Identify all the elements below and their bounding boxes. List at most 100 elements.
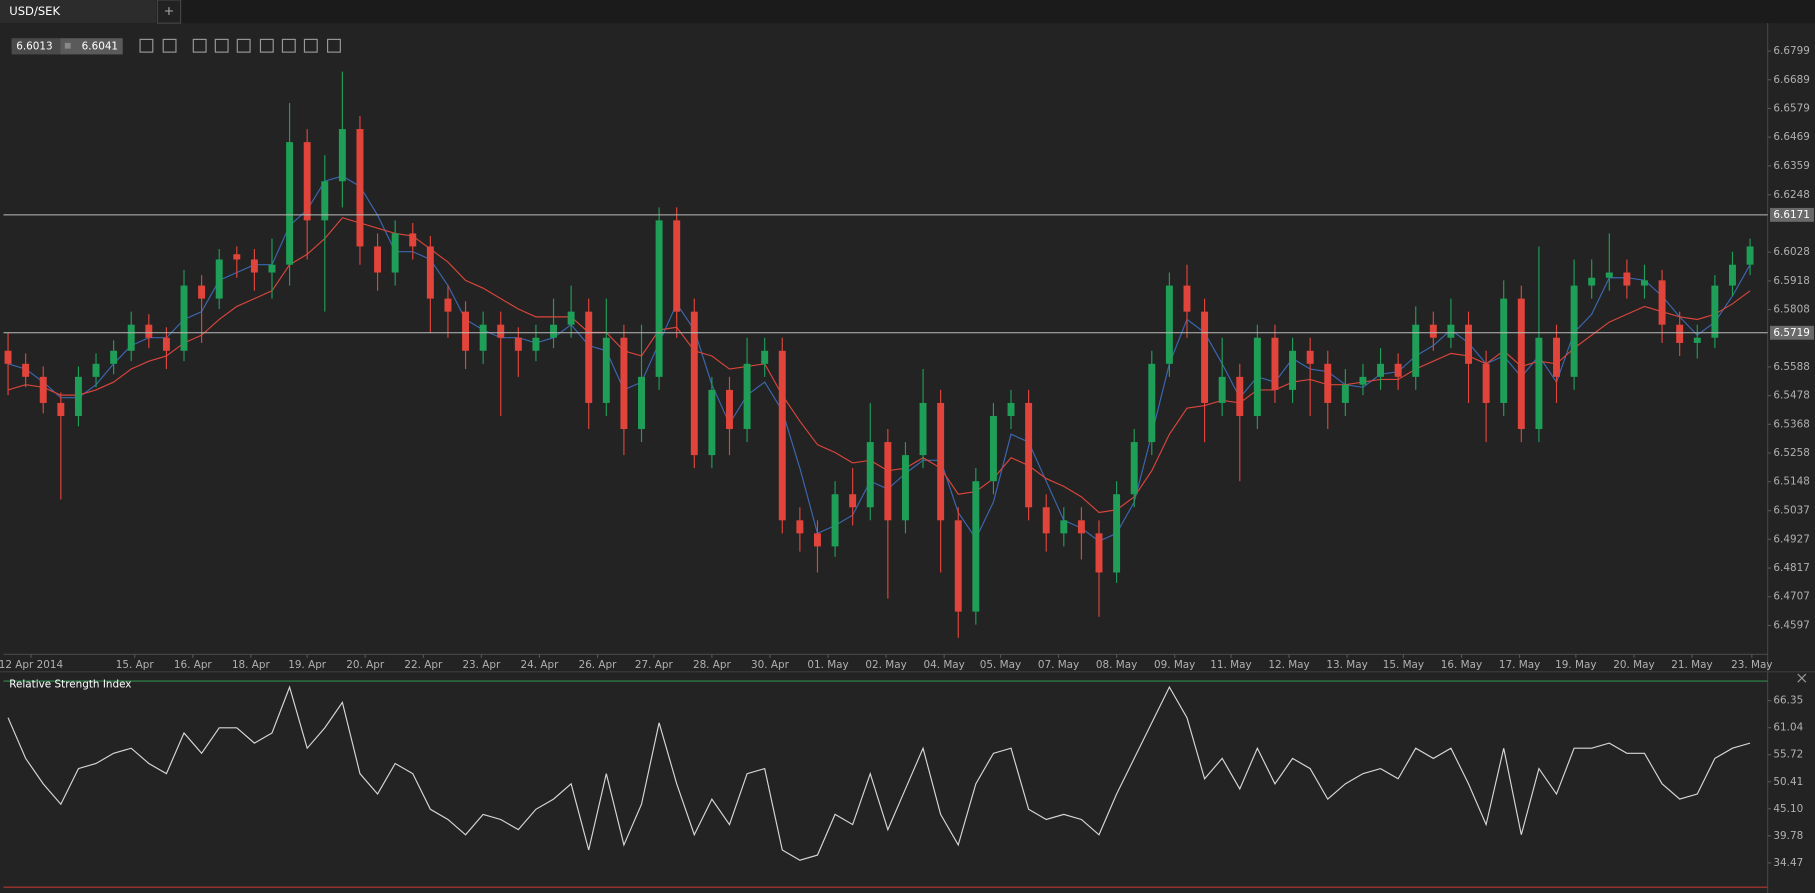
candle-body <box>1676 324 1684 343</box>
tool[interactable] <box>281 38 296 53</box>
bid-box[interactable] <box>11 38 61 55</box>
candle-body <box>796 520 804 534</box>
candle-body <box>1025 402 1033 508</box>
x-tick-label: 18. Apr <box>232 659 271 671</box>
candle-body <box>409 233 417 247</box>
tool[interactable] <box>327 38 341 53</box>
candle-body <box>620 337 628 430</box>
candle-body <box>1165 285 1173 364</box>
level-label-box <box>1769 325 1814 340</box>
candle-body <box>866 442 874 508</box>
candle-body <box>1007 402 1015 416</box>
candle-body <box>250 259 258 273</box>
candle-body <box>1588 277 1596 286</box>
candle-body <box>884 442 892 521</box>
x-tick-label: 05. May <box>980 659 1021 671</box>
candle-body <box>1218 376 1226 403</box>
quote-sep <box>64 42 71 49</box>
candle-body <box>1113 494 1121 573</box>
tab-label[interactable]: USD/SEK <box>9 4 60 18</box>
x-tick-label: 23. Apr <box>462 659 501 671</box>
x-tick-label: 20. Apr <box>346 659 385 671</box>
y-tick-label: 6.4927 <box>1773 533 1809 545</box>
tool[interactable] <box>192 38 207 53</box>
candle-body <box>989 415 997 482</box>
y-tick-label: 39.78 <box>1773 830 1803 842</box>
zoom-in[interactable] <box>162 38 177 53</box>
candle-body <box>22 363 30 377</box>
close-icon[interactable] <box>1797 673 1807 683</box>
x-tick-label: 15. Apr <box>116 659 155 671</box>
candle-body <box>726 389 733 430</box>
y-tick-label: 6.5478 <box>1773 390 1809 402</box>
x-tick-label: 02. May <box>865 659 906 671</box>
ask-box[interactable] <box>60 38 123 55</box>
close-rsi[interactable] <box>1797 673 1807 683</box>
candle-body <box>1570 285 1578 377</box>
add-tab-label[interactable]: + <box>164 4 175 19</box>
candle-body <box>1447 324 1455 338</box>
y-tick-label: 45.10 <box>1773 803 1803 815</box>
tool[interactable] <box>214 38 229 53</box>
moving-average <box>7 175 1751 542</box>
candle-body <box>110 350 118 364</box>
level-label-box <box>1769 207 1814 222</box>
candle-body <box>1746 246 1754 265</box>
candle-body <box>127 324 135 351</box>
bid[interactable]: 6.6013 <box>16 40 52 52</box>
candle-body <box>901 455 909 521</box>
candle-body <box>1394 363 1402 377</box>
candle-body <box>761 350 769 364</box>
x-tick-label: 11. May <box>1210 659 1251 671</box>
tab-bar <box>0 0 1815 24</box>
candle-body <box>1482 363 1490 403</box>
zoom-out[interactable] <box>139 38 154 53</box>
tool[interactable] <box>259 38 274 53</box>
candle-body <box>673 220 681 312</box>
candle-body <box>1324 363 1332 403</box>
x-tick-label: 30. Apr <box>751 659 790 671</box>
candle-body <box>1728 264 1736 286</box>
candle-body <box>1201 311 1209 403</box>
candle-body <box>391 233 399 273</box>
candle-body <box>74 376 82 416</box>
y-tick-label: 6.6579 <box>1773 102 1809 114</box>
y-tick-label: 50.41 <box>1773 776 1803 788</box>
candle-body <box>92 363 100 377</box>
ask[interactable]: 6.6041 <box>82 40 118 52</box>
y-tick-label: 6.6248 <box>1773 189 1809 201</box>
rsi-title: Relative Strength Index <box>9 678 131 690</box>
y-tick-label: 6.6359 <box>1773 160 1809 172</box>
candle-body <box>1130 442 1138 495</box>
x-tick-label: 09. May <box>1154 659 1195 671</box>
y-tick-label: 6.6799 <box>1773 45 1809 57</box>
candle-body <box>1271 337 1279 390</box>
y-tick-label: 34.47 <box>1773 857 1803 869</box>
candle-body <box>426 246 434 299</box>
moving-average <box>7 217 1751 514</box>
x-tick-label: 24. Apr <box>521 659 560 671</box>
candle-body <box>4 350 12 364</box>
x-tick-label: 20. May <box>1613 659 1654 671</box>
x-tick-label: 12 Apr 2014 <box>0 659 63 671</box>
candle-body <box>550 324 557 338</box>
candle-body <box>1148 363 1156 443</box>
candle-body <box>638 376 645 430</box>
candle-body <box>567 311 575 325</box>
candle-body <box>180 285 188 351</box>
candle-body <box>1465 324 1472 364</box>
tool[interactable] <box>303 38 318 53</box>
add-tab[interactable] <box>156 0 182 24</box>
candle-body <box>338 129 346 182</box>
candle-body <box>1042 507 1050 534</box>
x-tick-label: 12. May <box>1268 659 1309 671</box>
y-tick-label: 55.72 <box>1773 749 1803 761</box>
candle-body <box>1253 337 1261 416</box>
x-tick-label: 22. Apr <box>404 659 443 671</box>
tool[interactable] <box>236 38 251 53</box>
y-tick-label: 6.6689 <box>1773 74 1809 86</box>
x-tick-label: 13. May <box>1326 659 1367 671</box>
tab[interactable] <box>0 0 157 24</box>
candle-body <box>356 129 364 247</box>
